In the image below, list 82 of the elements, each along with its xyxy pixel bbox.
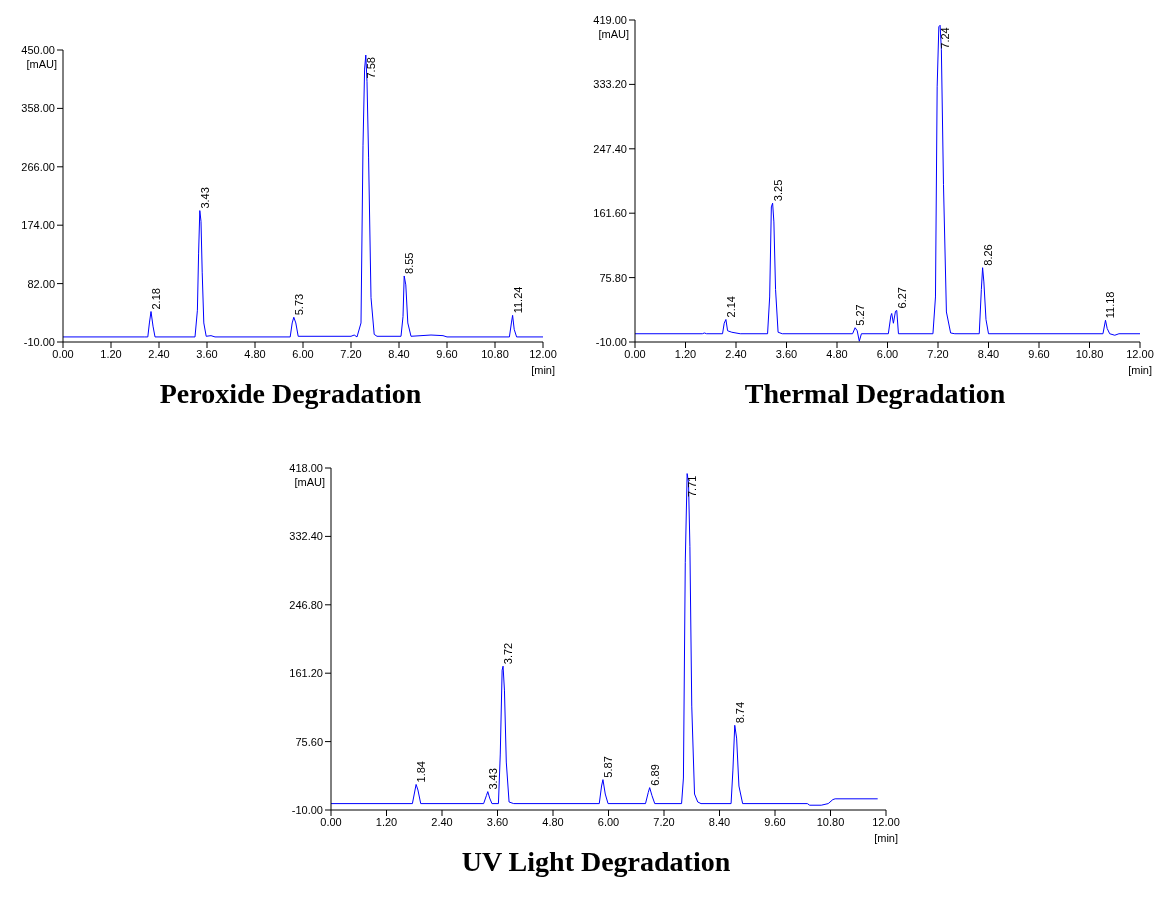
y-tick-label: 450.00 — [21, 43, 55, 56]
annotation: 2.14 — [724, 296, 737, 318]
y-tick-label: 161.20 — [289, 667, 323, 680]
annotation: 3.72 — [502, 642, 515, 665]
x-tick-label: 8.40 — [977, 347, 1000, 360]
line-series — [63, 54, 543, 338]
x-tick-label: 7.20 — [927, 347, 949, 360]
y-tick-label: 333.20 — [593, 78, 627, 91]
line-series — [331, 473, 879, 806]
x-tick-label: 2.40 — [431, 815, 453, 828]
y-tick-label: 246.80 — [289, 598, 323, 611]
y-tick-label: -10.00 — [23, 335, 55, 348]
annotation: 7.71 — [686, 475, 699, 498]
text: Peroxide Degradation — [158, 378, 423, 410]
y-axis-title: [mAU] — [26, 58, 57, 70]
x-tick-label: 0.00 — [320, 815, 342, 828]
x-tick-label: 4.80 — [542, 815, 564, 828]
x-tick-label: 3.60 — [196, 347, 218, 360]
x-tick-label: 7.20 — [653, 815, 675, 828]
x-tick-label: 12.00 — [529, 347, 557, 360]
x-tick-label: 9.60 — [436, 347, 458, 360]
y-tick-label: 419.00 — [593, 13, 627, 26]
x-tick-label: 0.00 — [624, 347, 646, 360]
y-tick-label: 332.40 — [289, 530, 323, 543]
x-tick-label: 8.40 — [388, 347, 410, 360]
text: UV Light Degradation — [460, 846, 732, 878]
x-tick-label: 6.00 — [597, 815, 620, 828]
annotation: 1.84 — [415, 761, 428, 783]
x-tick-label: 9.60 — [764, 815, 786, 828]
x-tick-label: 1.20 — [375, 815, 398, 828]
x-tick-label: 10.80 — [816, 815, 845, 828]
y-tick-label: -10.00 — [291, 803, 323, 816]
annotation: 6.89 — [648, 764, 661, 786]
y-tick-label: 75.60 — [295, 735, 323, 748]
y-axis-title: [mAU] — [598, 28, 629, 40]
annotation: 5.73 — [292, 293, 305, 316]
x-tick-label: 6.00 — [876, 347, 899, 360]
x-tick-label: 0.00 — [52, 347, 74, 360]
x-tick-label: 2.40 — [725, 347, 747, 360]
annotation: 7.24 — [939, 27, 952, 49]
y-tick-label: 174.00 — [21, 219, 55, 232]
y-axis-title: [mAU] — [294, 476, 325, 488]
x-tick-label: 12.00 — [872, 815, 900, 828]
y-tick-label: 161.60 — [593, 207, 627, 220]
annotation: 11.18 — [1104, 291, 1117, 319]
y-tick-label: 418.00 — [289, 461, 323, 474]
x-tick-label: 9.60 — [1028, 347, 1050, 360]
annotation: 3.43 — [198, 187, 211, 209]
x-tick-label: 1.20 — [674, 347, 697, 360]
annotation: 11.24 — [511, 286, 524, 314]
x-tick-label: 2.40 — [148, 347, 170, 360]
y-tick-label: 358.00 — [21, 102, 55, 115]
annotation: 3.43 — [486, 768, 499, 790]
x-axis-title: [min] — [1128, 364, 1152, 376]
x-tick-label: 4.80 — [826, 347, 848, 360]
annotation: 5.87 — [601, 756, 614, 778]
x-tick-label: 7.20 — [340, 347, 362, 360]
annotation: 6.27 — [895, 287, 908, 309]
annotation: 8.55 — [403, 252, 416, 274]
x-axis-title: [min] — [874, 832, 898, 844]
annotation: 7.58 — [364, 57, 377, 79]
x-tick-label: 3.60 — [486, 815, 509, 828]
x-tick-label: 10.80 — [481, 347, 509, 360]
annotation: 2.18 — [150, 288, 162, 310]
y-tick-label: 82.00 — [27, 277, 55, 290]
x-tick-label: 4.80 — [244, 347, 266, 360]
x-tick-label: 6.00 — [292, 347, 314, 360]
x-tick-label: 1.20 — [100, 347, 122, 360]
annotation: 8.74 — [733, 701, 746, 724]
annotation: 5.27 — [854, 304, 867, 326]
y-tick-label: -10.00 — [595, 335, 627, 348]
x-tick-label: 3.60 — [775, 347, 798, 360]
annotation: 3.25 — [771, 179, 784, 202]
x-tick-label: 8.40 — [708, 815, 731, 828]
text: Thermal Degradation — [743, 378, 1007, 410]
y-tick-label: 75.80 — [599, 271, 627, 284]
x-tick-label: 10.80 — [1075, 347, 1104, 360]
x-axis-title: [min] — [531, 364, 555, 376]
annotation: 8.26 — [981, 244, 994, 266]
y-tick-label: 247.40 — [593, 142, 627, 155]
y-tick-label: 266.00 — [21, 160, 55, 173]
x-tick-label: 12.00 — [1126, 347, 1154, 360]
